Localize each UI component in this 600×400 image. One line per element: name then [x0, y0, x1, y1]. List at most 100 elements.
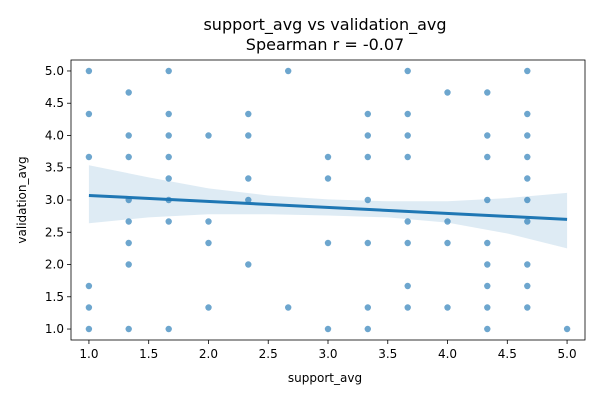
scatter-point: [364, 196, 371, 204]
scatter-points-layer: [85, 67, 571, 333]
scatter-point: [404, 282, 411, 290]
x-tick-label: 4.5: [498, 347, 517, 361]
x-tick-label: 4.0: [438, 347, 457, 361]
scatter-point: [524, 132, 531, 139]
x-axis-ticks: 1.0 1.5 2.0 2.5 3.0 3.5 4.0 4.5 5.0: [79, 340, 577, 361]
y-axis-label: validation_avg: [15, 156, 29, 243]
scatter-point: [125, 153, 132, 161]
scatter-point: [484, 89, 491, 96]
scatter-point: [364, 132, 371, 139]
y-tick-label: 5.0: [45, 64, 64, 78]
scatter-point: [444, 218, 451, 225]
scatter-point: [563, 325, 571, 333]
scatter-point: [524, 304, 531, 311]
scatter-point: [524, 196, 531, 204]
scatter-point: [484, 325, 491, 333]
scatter-point: [205, 132, 212, 139]
scatter-point: [364, 325, 371, 333]
scatter-point: [404, 153, 411, 161]
scatter-point: [484, 239, 491, 247]
scatter-point: [205, 239, 212, 247]
x-tick-label: 2.0: [199, 347, 218, 361]
y-tick-label: 2.5: [45, 225, 64, 239]
scatter-point: [85, 325, 93, 333]
scatter-point: [165, 153, 172, 161]
scatter-point: [324, 239, 332, 247]
scatter-point: [524, 261, 531, 268]
y-tick-label: 3.0: [45, 193, 64, 207]
scatter-point: [444, 304, 451, 311]
y-axis-ticks: 1.0 1.5 2.0 2.5 3.0 3.5 4.0 4.5 5.0: [45, 64, 71, 336]
scatter-point: [245, 175, 252, 182]
scatter-point: [404, 110, 411, 118]
y-tick-label: 4.5: [45, 96, 64, 110]
scatter-point: [85, 282, 93, 290]
scatter-point: [165, 218, 172, 225]
scatter-point: [245, 261, 252, 268]
scatter-point: [85, 67, 93, 75]
x-tick-label: 3.0: [318, 347, 337, 361]
scatter-point: [324, 175, 332, 182]
x-axis-label: support_avg: [288, 371, 362, 385]
scatter-point: [484, 196, 491, 204]
scatter-point: [364, 153, 371, 161]
x-tick-label: 2.5: [259, 347, 278, 361]
scatter-point: [165, 132, 172, 139]
scatter-point: [245, 110, 252, 118]
scatter-point: [324, 153, 332, 161]
scatter-point: [444, 89, 451, 96]
y-tick-label: 1.5: [45, 290, 64, 304]
scatter-point: [285, 304, 292, 311]
scatter-point: [404, 132, 411, 139]
scatter-point: [245, 132, 252, 139]
scatter-point: [484, 261, 491, 268]
scatter-point: [484, 282, 491, 290]
scatter-point: [484, 153, 491, 161]
regression-line-layer: [88, 193, 568, 221]
scatter-point: [524, 218, 531, 225]
x-tick-label: 1.5: [139, 347, 158, 361]
y-tick-label: 3.5: [45, 161, 64, 175]
scatter-point: [404, 67, 411, 75]
scatter-point: [85, 153, 93, 161]
scatter-point: [524, 282, 531, 290]
scatter-point: [484, 132, 491, 139]
scatter-point: [524, 110, 531, 118]
scatter-point: [364, 304, 371, 311]
y-tick-label: 1.0: [45, 322, 64, 336]
scatter-point: [404, 304, 411, 311]
y-tick-label: 4.0: [45, 128, 64, 142]
regression-line: [88, 193, 568, 221]
scatter-point: [165, 325, 172, 333]
scatter-point: [524, 175, 531, 182]
scatter-point: [484, 304, 491, 311]
scatter-point: [524, 153, 531, 161]
y-tick-label: 2.0: [45, 258, 64, 272]
chart-subtitle: Spearman r = -0.07: [246, 35, 404, 54]
scatter-point: [524, 67, 531, 75]
scatter-point: [404, 239, 411, 247]
scatter-point: [205, 304, 212, 311]
scatter-point: [85, 304, 93, 311]
scatter-point: [364, 239, 371, 247]
scatter-point: [165, 67, 172, 75]
scatter-point: [324, 325, 332, 333]
scatter-point: [125, 325, 132, 333]
chart-title: support_avg vs validation_avg: [203, 15, 446, 35]
scatter-point: [285, 67, 292, 75]
scatter-point: [125, 132, 132, 139]
scatter-point: [205, 218, 212, 225]
scatter-point: [165, 110, 172, 118]
scatter-point: [245, 196, 252, 204]
scatter-point: [125, 261, 132, 268]
scatter-point: [125, 89, 132, 96]
scatter-point: [125, 218, 132, 225]
scatter-point: [404, 218, 411, 225]
x-tick-label: 3.5: [378, 347, 397, 361]
scatter-point: [85, 110, 93, 118]
x-tick-label: 1.0: [79, 347, 98, 361]
scatter-point: [165, 175, 172, 182]
scatter-point: [364, 110, 371, 118]
scatter-point: [125, 239, 132, 247]
